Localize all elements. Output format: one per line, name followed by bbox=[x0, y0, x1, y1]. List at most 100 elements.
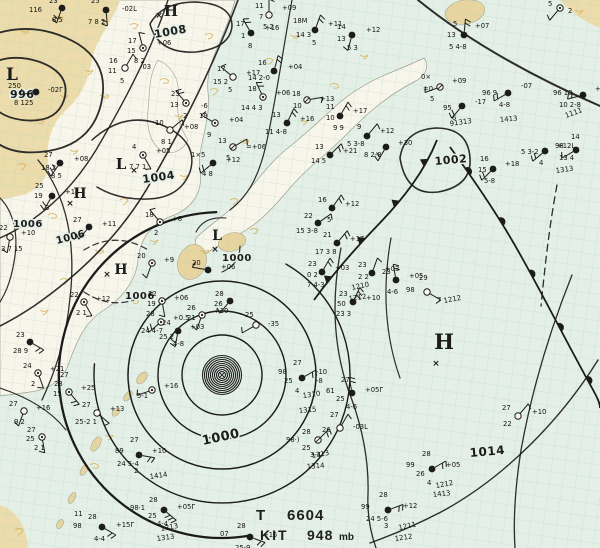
wind-barb-feather bbox=[338, 197, 343, 204]
wind-barb-feather bbox=[73, 403, 80, 407]
station-data-value: 13 bbox=[447, 31, 456, 39]
station-circle-dot bbox=[261, 95, 265, 99]
wind-barb-shaft bbox=[320, 428, 330, 438]
station-data-value: 27 bbox=[9, 400, 18, 408]
wind-barb-feather bbox=[445, 460, 447, 468]
wind-barb-shaft bbox=[200, 114, 213, 122]
station-data-value: 18M bbox=[293, 17, 308, 25]
station-circle-dot bbox=[141, 46, 145, 50]
isobar-line bbox=[0, 0, 169, 239]
wind-barb-feather bbox=[164, 514, 171, 519]
station-circle-overcast bbox=[579, 91, 587, 99]
wind-barb-feather bbox=[150, 457, 156, 463]
station-data-value: +12 bbox=[96, 295, 110, 303]
wind-barb-shaft bbox=[304, 369, 317, 377]
station-data-value: +08 bbox=[74, 155, 88, 163]
station-data-value: 20 bbox=[137, 252, 146, 260]
wind-barb-feather bbox=[451, 109, 455, 116]
wind-barb-feather bbox=[311, 371, 314, 379]
station-circle-overcast bbox=[98, 523, 106, 531]
station-circle-overcast bbox=[336, 112, 344, 120]
station-data-value: 13 bbox=[218, 137, 227, 145]
station-circle-overcast bbox=[160, 506, 168, 514]
station-data-value: 4-6 bbox=[387, 288, 398, 296]
wind-barb-feather bbox=[103, 422, 110, 427]
wind-barb-feather bbox=[567, 93, 570, 100]
station-data-value: 98·) bbox=[286, 436, 300, 444]
wind-barb-shaft bbox=[493, 94, 506, 102]
wind-barb-shaft bbox=[429, 293, 442, 301]
station-plot: 95 -17 6 bbox=[443, 98, 486, 122]
station-data-value: 13 bbox=[272, 111, 281, 119]
ship-report-note: 1414 bbox=[149, 471, 168, 481]
wind-barb-shaft bbox=[287, 108, 295, 121]
station-data-value: +16 bbox=[265, 24, 279, 32]
terrain-doodle bbox=[359, 54, 369, 60]
station-plot: 11 28 98 +15Γ 4-4 bbox=[73, 510, 134, 543]
terrain-doodle bbox=[289, 34, 299, 39]
station-data-value: 23 bbox=[308, 260, 317, 268]
station-data-value: +08 bbox=[184, 123, 198, 131]
warm-front-line bbox=[449, 146, 600, 409]
station-circle-slash bbox=[304, 97, 310, 103]
terrain-doodle bbox=[104, 434, 114, 441]
station-data-value: 28 bbox=[379, 491, 388, 499]
ship-report-note: 1213 bbox=[160, 522, 179, 533]
wind-barb-feather bbox=[441, 462, 444, 470]
wind-barb-shaft bbox=[372, 257, 378, 270]
station-circle-dot bbox=[158, 220, 162, 224]
terrain-doodle bbox=[249, 228, 259, 235]
ship-report-note: 1315 bbox=[298, 405, 316, 415]
station-plot: 27 +13 25-2 1 bbox=[75, 401, 124, 427]
station-data-value: 5 4-8 bbox=[449, 43, 467, 51]
station-circle-slash bbox=[315, 437, 321, 443]
station-data-value: 15 bbox=[127, 47, 136, 55]
wind-barb-shaft bbox=[104, 528, 117, 536]
station-data-value: +06 bbox=[157, 39, 171, 47]
wind-barb-feather bbox=[170, 342, 176, 348]
station-data-value: 95 bbox=[443, 104, 452, 112]
wind-barb-feather bbox=[481, 171, 485, 178]
station-plot: 13 +16 11 4-8 bbox=[265, 108, 314, 136]
station-data-value: 5 bbox=[327, 216, 331, 224]
wind-barb-shaft bbox=[391, 504, 404, 510]
isobar-line bbox=[149, 1, 233, 53]
station-data-value: +12 bbox=[226, 156, 240, 164]
isobar-value-label: 1000 bbox=[222, 253, 252, 264]
station-plot: 21 +17 17 3 8 bbox=[315, 230, 364, 256]
station-data-value: 3 bbox=[45, 204, 49, 212]
station-data-value: 9 bbox=[357, 123, 361, 131]
station-data-value: 23 bbox=[171, 90, 180, 98]
station-plot: 25 19 +14 3 bbox=[34, 182, 79, 212]
station-plot: 27 +16 9 2 bbox=[9, 400, 50, 427]
wind-barb-feather bbox=[35, 347, 41, 352]
warm-front-semicircle bbox=[498, 217, 506, 226]
isobar-value-label: 1004 bbox=[142, 169, 176, 186]
station-data-value: +12 bbox=[403, 502, 417, 510]
typhoon-eyewall-ring bbox=[211, 364, 233, 386]
station-data-value: =0 bbox=[423, 85, 433, 93]
station-plot: +0 96 10 10 2-8 bbox=[553, 85, 600, 109]
ship-note-layer: 91313 1413 1111131312121210121213101315131… bbox=[149, 106, 583, 543]
station-data-value: +05 bbox=[409, 272, 423, 280]
station-data-value: +05Γ bbox=[365, 386, 383, 394]
station-circle-overcast bbox=[489, 165, 497, 173]
wind-barb-shaft bbox=[310, 96, 323, 100]
station-data-value: 8 5 bbox=[51, 172, 62, 180]
station-data-value: 28 bbox=[302, 428, 311, 436]
station-circle-overcast bbox=[348, 31, 356, 39]
ship-report-note: 1313 bbox=[311, 449, 330, 460]
wind-barb-feather bbox=[170, 338, 177, 344]
station-plot: 10 +08 8 1 bbox=[155, 119, 198, 146]
station-data-value: 25-9 bbox=[235, 544, 250, 548]
station-data-value: +12L bbox=[557, 142, 575, 150]
wind-barb-feather bbox=[533, 152, 537, 159]
station-data-value: 5-1 bbox=[137, 392, 148, 400]
wind-barb-feather bbox=[344, 233, 348, 240]
station-data-value: +18 bbox=[505, 160, 519, 168]
station-data-value: +09 bbox=[282, 4, 296, 12]
station-data-value: 24 bbox=[162, 319, 171, 327]
station-circle-slash bbox=[437, 84, 443, 90]
